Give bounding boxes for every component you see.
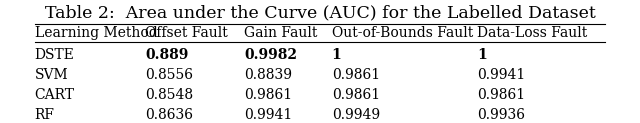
Text: 0.9936: 0.9936 [477,108,525,122]
Text: 0.8636: 0.8636 [145,108,193,122]
Text: 0.8548: 0.8548 [145,88,193,102]
Text: 0.9982: 0.9982 [244,48,297,62]
Text: 0.8556: 0.8556 [145,68,193,82]
Text: Out-of-Bounds Fault: Out-of-Bounds Fault [332,26,473,40]
Text: 0.9861: 0.9861 [244,88,292,102]
Text: 0.9861: 0.9861 [332,68,380,82]
Text: CART: CART [35,88,75,102]
Text: DSTE: DSTE [35,48,74,62]
Text: Learning Method: Learning Method [35,26,157,40]
Text: 0.9941: 0.9941 [477,68,525,82]
Text: 0.8839: 0.8839 [244,68,292,82]
Text: SVM: SVM [35,68,68,82]
Text: RF: RF [35,108,54,122]
Text: Offset Fault: Offset Fault [145,26,228,40]
Text: Table 2:  Area under the Curve (AUC) for the Labelled Dataset: Table 2: Area under the Curve (AUC) for … [45,4,595,21]
Text: 0.889: 0.889 [145,48,189,62]
Text: Data-Loss Fault: Data-Loss Fault [477,26,588,40]
Text: 1: 1 [477,48,487,62]
Text: Gain Fault: Gain Fault [244,26,317,40]
Text: 0.9861: 0.9861 [332,88,380,102]
Text: 0.9941: 0.9941 [244,108,292,122]
Text: 1: 1 [332,48,341,62]
Text: 0.9861: 0.9861 [477,88,525,102]
Text: 0.9949: 0.9949 [332,108,380,122]
